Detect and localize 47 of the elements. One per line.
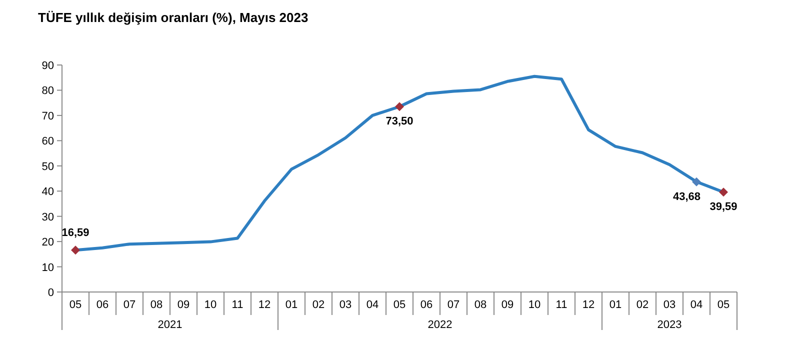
point (71, 246, 80, 255)
x-tick-label: 05 (69, 299, 82, 311)
data-label: 43,68 (672, 190, 700, 203)
x-tick-label: 01 (285, 299, 298, 311)
y-tick-label: 50 (42, 160, 54, 173)
x-tick-label: 07 (447, 299, 460, 311)
data-label: 73,50 (386, 116, 414, 128)
text: 2022 (428, 319, 452, 331)
x-tick-label: 11 (232, 299, 244, 311)
x-tick-label: 03 (339, 299, 352, 311)
y-tick-label: 90 (42, 60, 54, 72)
data-label: 39,59 (710, 201, 738, 214)
x-tick-label: 11 (556, 299, 568, 311)
x-tick-label: 08 (474, 299, 487, 311)
point (719, 188, 728, 197)
x-tick-label: 08 (150, 299, 163, 311)
x-tick-label: 12 (258, 299, 271, 311)
x-tick-label: 10 (528, 299, 541, 311)
x-tick-label: 03 (663, 299, 676, 311)
y-tick-label: 40 (42, 186, 54, 198)
x-tick-label: 10 (204, 299, 217, 311)
chart-title: TÜFE yıllık değişim oranları (%), Mayıs 2023 (38, 10, 308, 25)
x-tick-label: 04 (366, 299, 379, 311)
point (395, 102, 404, 112)
y-tick-label: 60 (42, 136, 54, 148)
y-tick-label: 30 (42, 211, 54, 224)
text: 2021 (158, 319, 182, 331)
y-tick-label: 20 (42, 236, 54, 249)
x-tick-label: 09 (177, 299, 190, 311)
x-tick-label: 06 (96, 299, 109, 311)
x-tick-label: 06 (420, 299, 433, 311)
point (692, 177, 701, 186)
data-label: 16,59 (62, 227, 90, 240)
y-tick-label: 70 (42, 110, 54, 122)
x-tick-label: 07 (123, 299, 136, 311)
x-tick-label: 02 (636, 299, 649, 311)
x-tick-label: 02 (312, 299, 325, 311)
x-tick-label: 09 (501, 299, 514, 311)
x-tick-label: 12 (582, 299, 595, 311)
x-tick-label: 01 (609, 299, 622, 311)
y-tick-label: 0 (48, 287, 54, 299)
y-tick-label: 10 (42, 262, 54, 274)
y-tick-label: 80 (42, 85, 54, 98)
x-tick-label: 05 (393, 299, 406, 311)
text: 2023 (657, 319, 682, 331)
x-tick-label: 04 (690, 299, 703, 311)
x-tick-label: 05 (717, 299, 730, 311)
